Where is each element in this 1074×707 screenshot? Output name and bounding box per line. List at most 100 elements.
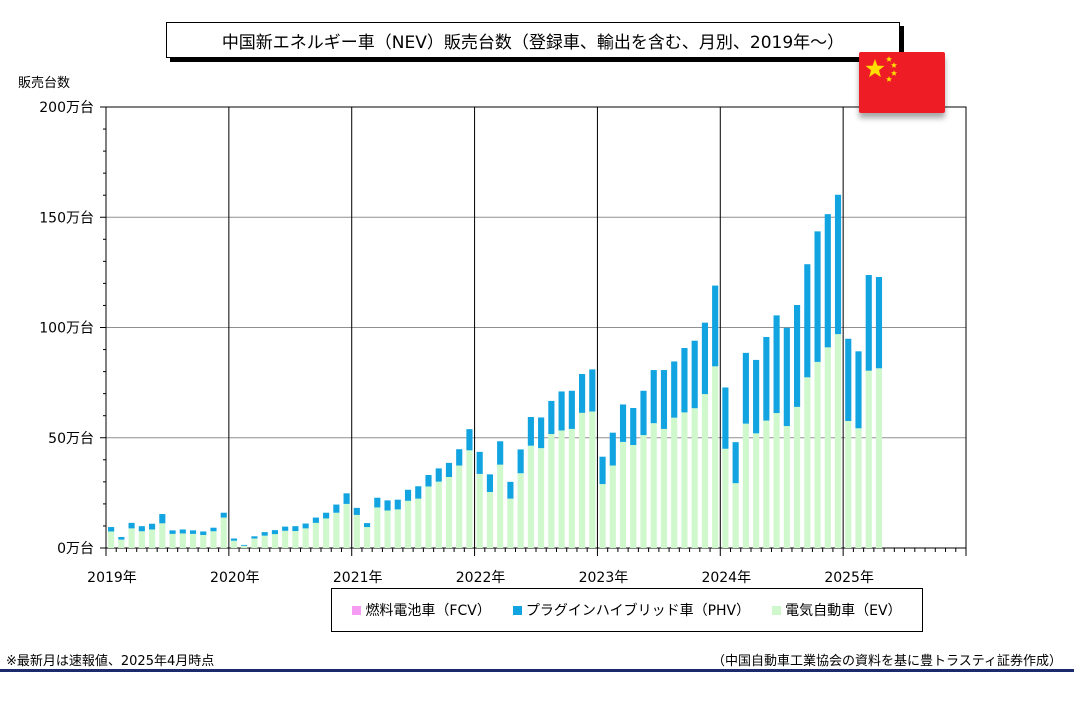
bar-segment-ev bbox=[589, 411, 596, 548]
bar-segment-phv bbox=[425, 475, 432, 487]
bar-segment-ev bbox=[343, 503, 350, 548]
bar-segment-ev bbox=[558, 430, 565, 548]
bar-segment-ev bbox=[732, 483, 739, 548]
bar-segment-phv bbox=[466, 429, 473, 451]
bar-segment-ev bbox=[200, 534, 207, 548]
x-year-label: 2022年 bbox=[456, 570, 506, 586]
bar-segment-phv bbox=[732, 442, 739, 484]
bar-segment-ev bbox=[579, 412, 586, 548]
bar-segment-ev bbox=[374, 507, 381, 548]
bar-segment-phv bbox=[507, 481, 514, 499]
bar-segment-ev bbox=[476, 473, 483, 548]
bar-segment-ev bbox=[118, 539, 125, 548]
bar-segment-phv bbox=[128, 522, 135, 529]
bar-segment-phv bbox=[476, 451, 483, 474]
bar-segment-phv bbox=[323, 512, 330, 519]
bar-segment-ev bbox=[865, 370, 872, 548]
bar-segment-phv bbox=[302, 523, 309, 529]
bar-segment-ev bbox=[292, 531, 299, 548]
bar-segment-phv bbox=[671, 361, 678, 418]
bar-segment-ev bbox=[108, 531, 115, 548]
bar-segment-phv bbox=[660, 370, 668, 429]
bar-segment-ev bbox=[630, 445, 637, 548]
bar-segment-phv bbox=[640, 390, 647, 436]
bar-segment-phv bbox=[404, 489, 412, 501]
legend-item-phv: プラグインハイブリッド車（PHV） bbox=[512, 600, 750, 620]
bar-segment-ev bbox=[538, 448, 545, 548]
bar-segment-phv bbox=[169, 530, 176, 534]
bar-segment-phv bbox=[630, 407, 637, 446]
bar-segment-ev bbox=[435, 481, 442, 548]
bar-segment-phv bbox=[742, 352, 749, 424]
bar-segment-phv bbox=[374, 497, 381, 508]
footnote: ※最新月は速報値、2025年4月時点 bbox=[6, 654, 215, 669]
bar-segment-phv bbox=[230, 538, 238, 541]
bar-segment-phv bbox=[435, 468, 442, 482]
legend-swatch-phv bbox=[512, 605, 522, 615]
bar-segment-ev bbox=[507, 498, 514, 548]
flag-stars bbox=[865, 56, 898, 82]
bar-segment-phv bbox=[486, 474, 493, 492]
y-tick-label: 100万台 bbox=[39, 321, 94, 337]
bar-segment-phv bbox=[865, 275, 872, 371]
bottom-rule bbox=[0, 669, 1074, 672]
bar-segment-ev bbox=[722, 448, 729, 548]
bar-segment-ev bbox=[548, 434, 555, 548]
bar-segment-phv bbox=[333, 504, 340, 513]
bar-segment-phv bbox=[753, 359, 760, 434]
bar-segment-ev bbox=[834, 334, 842, 548]
flag-small-star bbox=[885, 56, 893, 62]
bar-segment-phv bbox=[814, 231, 821, 362]
bar-segment-ev bbox=[497, 464, 504, 548]
bar-segment-ev bbox=[384, 510, 391, 548]
bar-segment-ev bbox=[619, 441, 627, 548]
y-axis-title: 販売台数 bbox=[18, 76, 71, 91]
legend-item-fcv: 燃料電池車（FCV） bbox=[352, 600, 491, 620]
bar-segment-phv bbox=[599, 456, 606, 485]
bar-segment-phv bbox=[794, 305, 801, 407]
bar-segment-ev bbox=[189, 533, 197, 548]
bar-segment-phv bbox=[701, 322, 708, 395]
bar-segment-ev bbox=[712, 366, 719, 548]
bar-segment-phv bbox=[456, 449, 463, 466]
bar-segment-phv bbox=[834, 194, 842, 335]
bar-segment-phv bbox=[579, 374, 586, 413]
bar-segment-ev bbox=[312, 522, 319, 548]
bar-segment-phv bbox=[589, 369, 596, 412]
bar-segment-ev bbox=[701, 394, 708, 548]
bar-segment-ev bbox=[691, 408, 698, 548]
bar-segment-phv bbox=[497, 441, 504, 465]
bar-segment-phv bbox=[251, 536, 258, 539]
bar-segment-ev bbox=[517, 473, 524, 548]
bar-segment-phv bbox=[845, 338, 852, 421]
bar-segment-ev bbox=[210, 531, 217, 548]
y-tick-label: 200万台 bbox=[39, 100, 94, 116]
legend-swatch-ev bbox=[772, 605, 782, 615]
x-year-label: 2019年 bbox=[87, 570, 137, 586]
bar-segment-phv bbox=[558, 391, 565, 431]
chart-title: 中国新エネルギー車（NEV）販売台数（登録車、輸出を含む、月別、2019年～） bbox=[166, 22, 900, 58]
bar-segment-ev bbox=[241, 545, 248, 548]
bar-segment-phv bbox=[343, 493, 350, 504]
bar-segment-phv bbox=[189, 530, 197, 534]
bar-segment-ev bbox=[466, 450, 473, 548]
bar-segment-ev bbox=[486, 491, 493, 548]
bar-segment-ev bbox=[323, 518, 330, 548]
bar-segment-phv bbox=[527, 417, 534, 446]
bar-segment-phv bbox=[261, 532, 268, 536]
bar-segment-ev bbox=[660, 428, 668, 548]
bar-segment-ev bbox=[251, 538, 258, 548]
bar-segment-ev bbox=[609, 465, 616, 548]
bar-segment-ev bbox=[353, 514, 360, 548]
flag-small-star bbox=[890, 70, 898, 76]
bar-segment-phv bbox=[271, 530, 278, 535]
bar-segment-ev bbox=[763, 420, 770, 548]
bar-segment-ev bbox=[814, 361, 821, 548]
bar-segment-phv bbox=[681, 348, 688, 413]
bar-segment-ev bbox=[804, 377, 811, 548]
bar-segment-phv bbox=[241, 544, 248, 546]
bar-segment-ev bbox=[845, 420, 852, 548]
legend-item-ev: 電気自動車（EV） bbox=[772, 600, 902, 620]
bar-segment-phv bbox=[855, 351, 862, 429]
